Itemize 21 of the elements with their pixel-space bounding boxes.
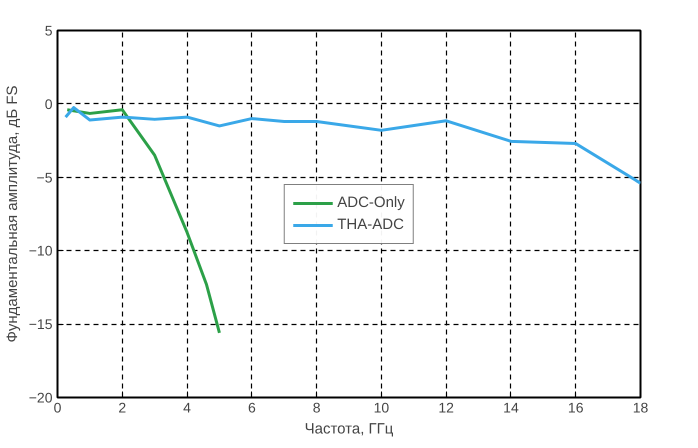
x-tick-label: 12 <box>438 400 454 416</box>
y-tick-label: 5 <box>44 22 53 38</box>
y-axis-title: Фундаментальная амплитуда, дБ FS <box>4 85 21 343</box>
y-tick-label: −20 <box>28 390 53 406</box>
x-tick-label: 4 <box>183 400 192 416</box>
x-tick-label: 2 <box>118 400 126 416</box>
y-tick-label: −15 <box>28 316 53 332</box>
y-tick-label: 0 <box>44 96 53 112</box>
x-tick-label: 16 <box>568 400 584 416</box>
legend-label: THA-ADC <box>337 216 404 233</box>
x-tick-label: 18 <box>632 400 648 416</box>
x-axis-title: Частота, ГГц <box>304 420 394 438</box>
legend-label: ADC-Only <box>337 194 405 211</box>
x-tick-label: 14 <box>503 400 519 416</box>
x-tick-label: 10 <box>374 400 390 416</box>
line-series <box>66 108 221 334</box>
x-tick-label: 6 <box>248 400 256 416</box>
y-tick-label: −10 <box>28 242 53 259</box>
x-tick-label: 8 <box>312 400 321 416</box>
line-series <box>64 106 640 185</box>
y-tick-label: −5 <box>36 169 53 186</box>
